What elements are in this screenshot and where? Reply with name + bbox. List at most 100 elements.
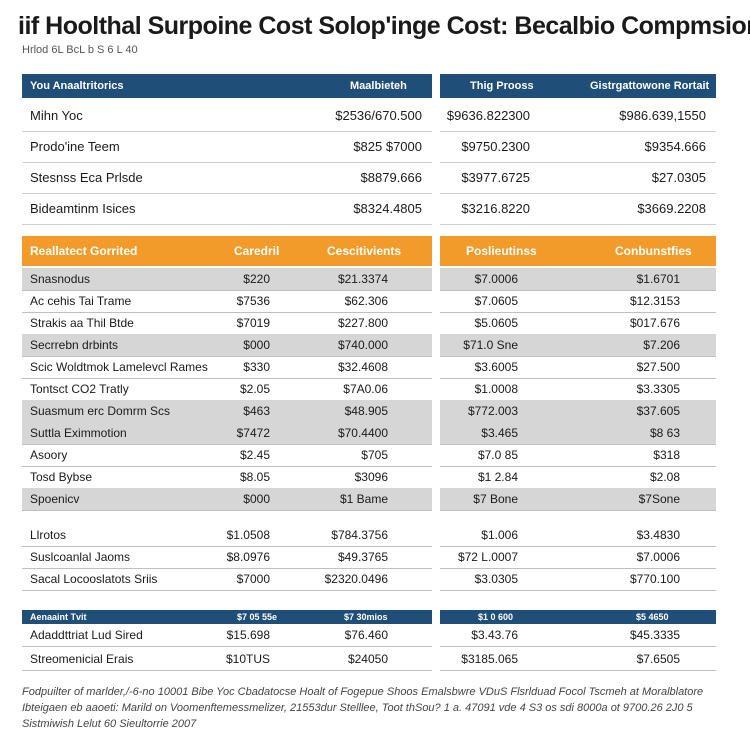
- table-cell: $1.0008: [474, 382, 518, 396]
- table-cell: $705: [361, 448, 388, 462]
- table-cell: $1.6701: [636, 272, 680, 286]
- column-header: $7 05 55e: [237, 612, 278, 622]
- table-cell: $1.006: [481, 528, 518, 542]
- table-cell: $2320.0496: [324, 572, 388, 586]
- table-cell: $7.0 85: [477, 448, 518, 462]
- table-cell: $70.4400: [337, 426, 388, 440]
- table-cell: $8.05: [239, 470, 270, 484]
- column-header: You Anaaltritorics: [30, 80, 124, 92]
- table-cell: $3.0305: [474, 572, 518, 586]
- table-row: Scic Woldtmok Lamelevcl Rames $330 $32.460…: [22, 356, 432, 379]
- table-cell: Llrotos: [30, 528, 67, 542]
- table-cell: $72 L.0007: [457, 550, 518, 564]
- table-cell: $7.0006: [636, 550, 680, 564]
- table-cell: $7.206: [643, 338, 680, 352]
- table-cell: $24050: [347, 652, 388, 666]
- column-header: $5 4650: [636, 612, 669, 622]
- table-cell: $27.500: [636, 360, 680, 374]
- table-row: $3185.065 $7.6505: [440, 648, 716, 671]
- table-cell: $3.6005: [474, 360, 518, 374]
- table-row: Mihn Yoc $2536/670.500: [22, 100, 432, 132]
- footnote: Sistmiwish Lelut 60 Sieultorrie 2007: [22, 718, 197, 730]
- table-cell: $7Sone: [638, 492, 680, 506]
- table-cell: $770.100: [629, 572, 680, 586]
- column-header: Reallatect Gorrited: [30, 244, 138, 258]
- table-cell: Adaddttriat Lud Sired: [30, 628, 143, 642]
- page-title: iif Hoolthal Surpoine Cost Solop'inge Co…: [18, 12, 750, 40]
- table-cell: Prodo'ine Teem: [30, 139, 120, 154]
- table-cell: Stesnss Eca Prlsde: [30, 170, 143, 185]
- column-header: Thig Prooss: [470, 80, 534, 92]
- table-cell: $000: [243, 338, 270, 352]
- table-cell: $5.0605: [474, 316, 518, 330]
- table-row: $3.465 $8 63: [440, 422, 716, 445]
- table-cell: $37.605: [636, 404, 680, 418]
- table-cell: $784.3756: [331, 528, 388, 542]
- footnote: Fodpuilter of marlder,/-6-no 10001 Bibe …: [22, 686, 704, 698]
- table-cell: $330: [243, 360, 270, 374]
- table-row: $1 2.84 $2.08: [440, 466, 716, 489]
- table-cell: $7000: [236, 572, 270, 586]
- table-cell: Bideamtinm Isices: [30, 201, 136, 216]
- table-row: Suttla Eximmotion $7472 $70.4400: [22, 422, 432, 445]
- table-row: $772.003 $37.605: [440, 400, 716, 423]
- table-row: $5.0605 $017.676: [440, 312, 716, 335]
- table-row: $72 L.0007 $7.0006: [440, 546, 716, 569]
- table-cell: $463: [243, 404, 270, 418]
- table-cell: $3.465: [481, 426, 518, 440]
- table-row: Tosd Bybse $8.05 $3096: [22, 466, 432, 489]
- table-cell: $3.4830: [636, 528, 680, 542]
- table-row: $7.0605 $12.3153: [440, 290, 716, 313]
- table-cell: Asoory: [30, 448, 68, 462]
- table-row: $7 Bone $7Sone: [440, 488, 716, 511]
- table-cell: $7 Bone: [473, 492, 518, 506]
- table-row: Prodo'ine Teem $825 $7000: [22, 131, 432, 163]
- column-header: Maalbieteh: [350, 80, 407, 92]
- table-cell: $21.3374: [337, 272, 388, 286]
- table-cell: $7.0006: [474, 272, 518, 286]
- table-row: Bideamtinm Isices $8324.4805: [22, 193, 432, 225]
- table-cell: Tosd Bybse: [30, 470, 93, 484]
- table-cell: $76.460: [344, 628, 388, 642]
- table-cell: $1.0508: [226, 528, 270, 542]
- table-cell: $62.306: [344, 294, 388, 308]
- table-row: Snasnodus $220 $21.3374: [22, 268, 432, 291]
- table-cell: $000: [243, 492, 270, 506]
- table-cell: $772.003: [467, 404, 518, 418]
- column-header: Conbunstfies: [615, 244, 692, 258]
- table-cell: Tontsct CO2 Tratly: [30, 382, 129, 396]
- table-cell: $3096: [354, 470, 388, 484]
- page-subtitle: Hrlod 6L BcL b S 6 L 40: [22, 44, 138, 56]
- table-cell: $7A0.06: [343, 382, 388, 396]
- column-header: $1 0 600: [478, 612, 514, 622]
- table-row: $3977.6725 $27.0305: [440, 162, 716, 194]
- table-cell: $7019: [236, 316, 270, 330]
- table-row: Suslcoanlal Jaoms $8.0976 $49.3765: [22, 546, 432, 569]
- column-header: Cescitivients: [327, 244, 402, 258]
- table-row: Streomenicial Erais $10TUS $24050: [22, 648, 432, 671]
- table-cell: $27.0305: [651, 170, 706, 185]
- table-row: Strakis aa Thil Btde $7019 $227.800: [22, 312, 432, 335]
- table-cell: $45.3335: [629, 628, 680, 642]
- table-row: $9750.2300 $9354.666: [440, 131, 716, 163]
- table-cell: $2.45: [239, 448, 270, 462]
- table-row: Ac cehis Tai Trame $7536 $62.306: [22, 290, 432, 313]
- table-cell: $8324.4805: [353, 201, 422, 216]
- table-cell: $7472: [236, 426, 270, 440]
- table-row: Secrrebn drbints $000 $740.000: [22, 334, 432, 357]
- column-header: Gistrgattowone Rortait: [590, 80, 710, 92]
- table-row: Tontsct CO2 Tratly $2.05 $7A0.06: [22, 378, 432, 401]
- table-cell: $7536: [236, 294, 270, 308]
- table-cell: $15.698: [226, 628, 270, 642]
- top-right-header: Thig Prooss Gistrgattowone Rortait: [440, 74, 716, 98]
- table-cell: $8 63: [649, 426, 680, 440]
- table-row: Adaddttriat Lud Sired $15.698 $76.460: [22, 624, 432, 647]
- column-header: Poslieutinss: [466, 244, 537, 258]
- table-cell: Strakis aa Thil Btde: [30, 316, 134, 330]
- table-cell: $1 Bame: [339, 492, 388, 506]
- top-left-header: You Anaaltritorics Maalbieteh: [22, 74, 432, 98]
- table-cell: $7.6505: [636, 652, 680, 666]
- bottom-left-header: Aenaaint Tvit $7 05 55e $7 30mios: [22, 610, 432, 624]
- table-row: Suasmum erc Domrm Scs $463 $48.905: [22, 400, 432, 423]
- table-cell: Snasnodus: [30, 272, 91, 286]
